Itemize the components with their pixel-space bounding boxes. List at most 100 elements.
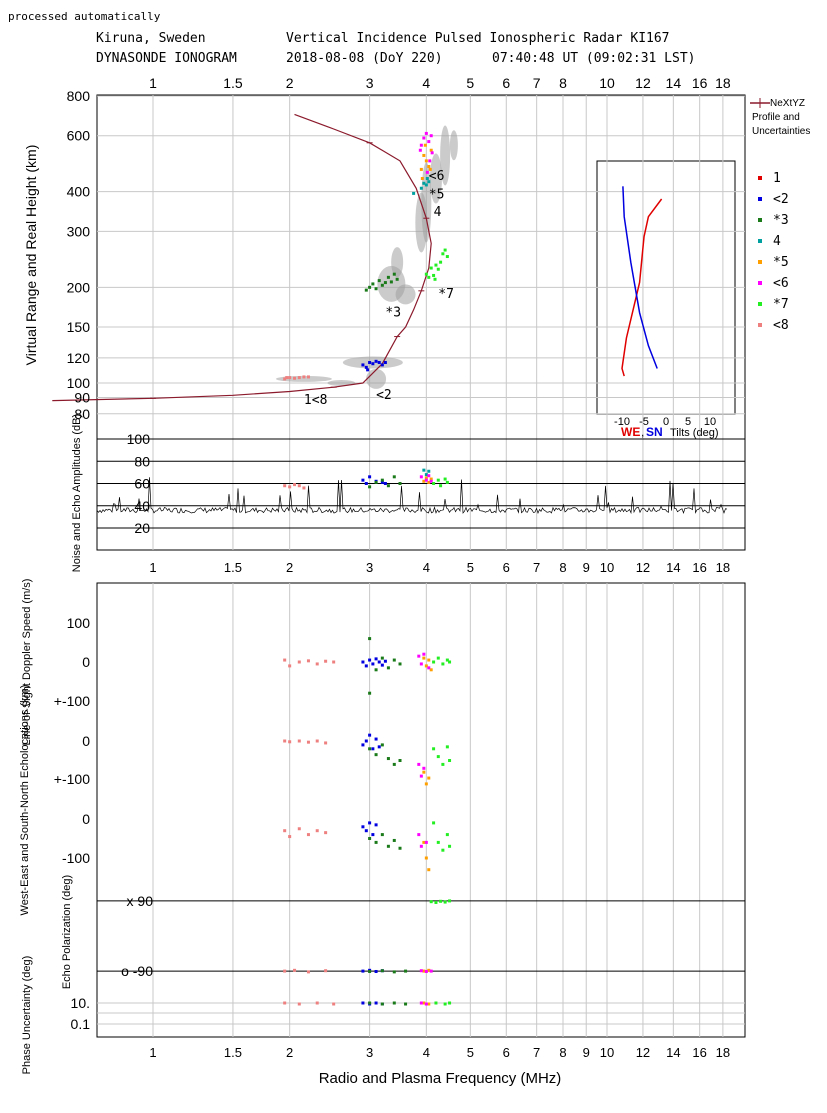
ionogram-point-<6-0 xyxy=(419,143,423,147)
top-x-tick-1: 1 xyxy=(149,75,157,91)
doppler-point-<2-0 xyxy=(361,660,365,664)
amp-point-*3-3 xyxy=(386,484,390,488)
ionogram-point-*7-10 xyxy=(433,277,437,281)
doppler-point-*3-2 xyxy=(380,656,384,660)
legend-swatch-6 xyxy=(758,302,762,306)
ionogram-panel-frame xyxy=(96,94,746,551)
ionogram-point-*7-1 xyxy=(427,275,431,279)
doppler-point-*7-2 xyxy=(441,662,445,666)
profile-curve xyxy=(52,113,432,402)
ionogram-point-*3-4 xyxy=(380,283,384,287)
amp-point-<6-3 xyxy=(429,479,433,483)
we-point-<8-2 xyxy=(297,827,301,831)
ionogram-point-<2-4 xyxy=(374,359,378,363)
mid-x-tick-14: 14 xyxy=(666,560,680,575)
y-tick-150: 150 xyxy=(67,319,91,335)
ionogram-point-<8-5 xyxy=(306,375,310,379)
ionogram-point-*7-6 xyxy=(439,260,443,264)
doppler-point-<2-4 xyxy=(374,657,378,661)
we-point-<8-3 xyxy=(306,833,310,837)
mode-label-0: 1<8 xyxy=(304,393,327,408)
pol-point-<8-0 xyxy=(283,969,287,973)
amp-axis-title: Noise and Echo Amplitudes (dB) xyxy=(71,414,83,572)
bottom-x-tick-1.5: 1.5 xyxy=(224,1045,242,1060)
we-point-<2-2 xyxy=(368,821,372,825)
echo-trace-9 xyxy=(440,125,451,186)
ionogram-point-<6-8 xyxy=(428,159,432,163)
amp-point-*7-2 xyxy=(439,484,443,488)
legend-profile-label-1: NeXtYZ xyxy=(770,98,805,109)
bottom-x-tick-10: 10 xyxy=(600,1045,614,1060)
ionogram-point-*3-5 xyxy=(383,281,387,285)
pol-point-*5-0 xyxy=(422,969,426,973)
doppler-point-<2-1 xyxy=(364,664,368,668)
we-point-<6-0 xyxy=(417,833,421,837)
radar-name: Vertical Incidence Pulsed Ionospheric Ra… xyxy=(286,31,670,46)
pol-point-*7-0 xyxy=(429,900,433,904)
we-point-*7-0 xyxy=(432,821,436,825)
phase-point-<8-1 xyxy=(297,1002,301,1006)
y-tick-600: 600 xyxy=(67,128,91,144)
y-tick-300: 300 xyxy=(67,223,91,239)
phase-tick-01: 0.1 xyxy=(71,1016,91,1032)
amp-point-<8-4 xyxy=(302,486,306,490)
ionogram-point-<6-5 xyxy=(430,151,434,155)
pol-point-<2-2 xyxy=(374,969,378,973)
bottom-x-tick-14: 14 xyxy=(666,1045,680,1060)
ionogram-point-<2-7 xyxy=(383,361,387,365)
amp-point-*3-1 xyxy=(374,480,378,484)
sn-point-<8-4 xyxy=(315,739,319,743)
amp-point-<8-0 xyxy=(283,484,287,488)
amp-point-*5-1 xyxy=(424,476,428,480)
doppler-point-<2-3 xyxy=(371,662,375,666)
pol-point-<8-1 xyxy=(293,968,297,972)
phase-point-<2-0 xyxy=(361,1001,365,1005)
mid-x-tick-5: 5 xyxy=(467,560,474,575)
doppler-axis-title: Line-of-Sight Doppler Speed (m/s) xyxy=(21,579,33,746)
doppler-point-*3-3 xyxy=(386,666,390,670)
tilt-tick-0: 0 xyxy=(663,416,669,428)
station-name: Kiruna, Sweden xyxy=(96,31,206,46)
ionogram-point-*7-8 xyxy=(443,248,447,252)
amp-point-<6-1 xyxy=(424,478,428,482)
legend-swatch-5 xyxy=(758,281,762,285)
tilt-tick--10: -10 xyxy=(614,416,630,428)
top-x-tick-8: 8 xyxy=(559,75,567,91)
amp-y-tick-60: 60 xyxy=(134,476,150,492)
sn-point-*3-4 xyxy=(392,762,396,766)
pol-point-*3-3 xyxy=(404,969,408,973)
sn-point-<6-2 xyxy=(422,766,426,770)
we-point-*7-2 xyxy=(441,848,445,852)
sn-point-*7-3 xyxy=(445,745,449,749)
echo-trace-5 xyxy=(395,284,416,305)
ionogram-point-<6-1 xyxy=(422,136,426,140)
tilt-tick--5: -5 xyxy=(639,416,649,428)
we-point-*7-4 xyxy=(448,844,452,848)
bottom-x-tick-18: 18 xyxy=(716,1045,730,1060)
doppler-point-*3-4 xyxy=(392,658,396,662)
mode-label-3: <6 xyxy=(429,169,445,184)
mid-x-tick-3: 3 xyxy=(366,560,373,575)
we-point-<2-1 xyxy=(364,829,368,833)
amp-y-tick-100: 100 xyxy=(127,431,151,447)
top-x-tick-4: 4 xyxy=(422,75,430,91)
we-point-<6-2 xyxy=(424,840,428,844)
mid-x-tick-12: 12 xyxy=(636,560,650,575)
y-tick-800: 800 xyxy=(67,88,91,104)
ionogram-point-*7-5 xyxy=(436,267,440,271)
phase-point-*3-1 xyxy=(380,1002,384,1006)
amp-point-4-2 xyxy=(427,469,431,473)
y-tick-80: 80 xyxy=(74,406,90,422)
pol-point-*7-2 xyxy=(439,899,443,903)
ionogram-point-*5-6 xyxy=(428,167,432,171)
doppler-point-<2-6 xyxy=(380,663,384,667)
ionogram-point-<8-3 xyxy=(297,376,301,380)
mode-label-1: <2 xyxy=(376,388,392,403)
ionogram-point-4-2 xyxy=(425,177,429,181)
sn-point-<8-5 xyxy=(324,741,328,745)
amp-point-*3-0 xyxy=(368,485,372,489)
legend-label-4: *5 xyxy=(773,255,789,270)
legend-label-5: <6 xyxy=(773,276,789,291)
ionogram-point-4-3 xyxy=(427,180,431,184)
pol-point-<6-1 xyxy=(424,969,428,973)
